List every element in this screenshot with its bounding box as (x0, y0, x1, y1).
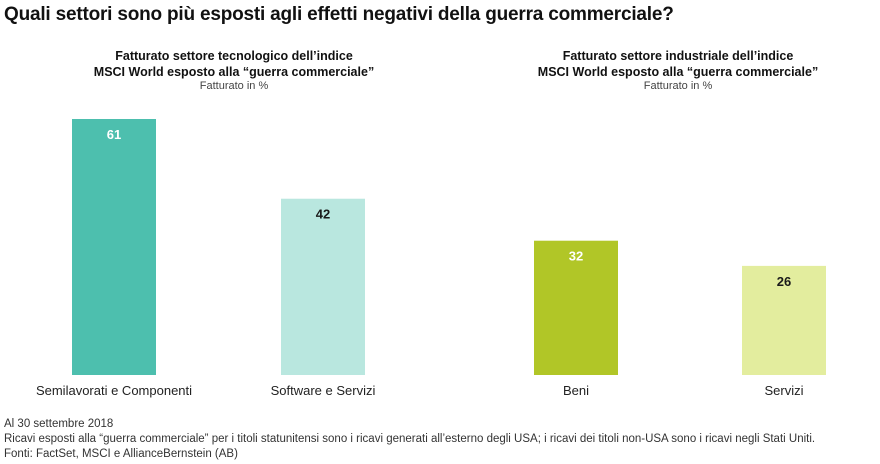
footer-notes: Al 30 settembre 2018 Ricavi esposti alla… (4, 417, 815, 462)
tech-panel-header: Fatturato settore tecnologico dell’indic… (74, 48, 394, 92)
category-label-1-1: Servizi (764, 383, 803, 398)
bar-value-label-1-0: 32 (569, 249, 583, 264)
tech-panel-title-line2: MSCI World esposto alla “guerra commerci… (93, 65, 375, 79)
tech-panel-subtitle: Fatturato in % (199, 80, 269, 92)
category-label-1-0: Beni (563, 383, 589, 398)
bar-1-0 (534, 240, 618, 375)
bar-value-label-0-1: 42 (316, 207, 330, 222)
category-label-0-1: Software e Servizi (271, 383, 376, 398)
bar-value-label-1-1: 26 (777, 274, 791, 289)
industrial-panel-header: Fatturato settore industriale dell’indic… (518, 48, 838, 92)
bar-0-1 (281, 198, 365, 375)
chart-title: Quali settori sono più esposti agli effe… (4, 4, 674, 25)
industrial-panel-title-line1: Fatturato settore industriale dell’indic… (562, 49, 794, 63)
footer-sources: Fonti: FactSet, MSCI e AllianceBernstein… (4, 448, 238, 460)
bar-chart: 61 Semilavorati e Componenti 42 Software e … (36, 119, 826, 398)
tech-panel-title-line1: Fatturato settore tecnologico dell’indic… (115, 49, 353, 63)
industrial-panel-title-line2: MSCI World esposto alla “guerra commerci… (537, 65, 819, 79)
footer-note: Ricavi esposti alla “guerra commerciale”… (4, 433, 816, 445)
tech-panel-title: Fatturato settore tecnologico dell’indic… (74, 48, 394, 80)
industrial-panel-subtitle: Fatturato in % (643, 80, 713, 92)
bar-value-label-0-0: 61 (107, 127, 121, 142)
bar-0-0 (72, 119, 156, 375)
footer-date: Al 30 settembre 2018 (4, 418, 114, 430)
category-label-0-0: Semilavorati e Componenti (36, 383, 192, 398)
industrial-panel-title: Fatturato settore industriale dell’indic… (518, 48, 838, 80)
bar-1-1 (742, 265, 826, 375)
